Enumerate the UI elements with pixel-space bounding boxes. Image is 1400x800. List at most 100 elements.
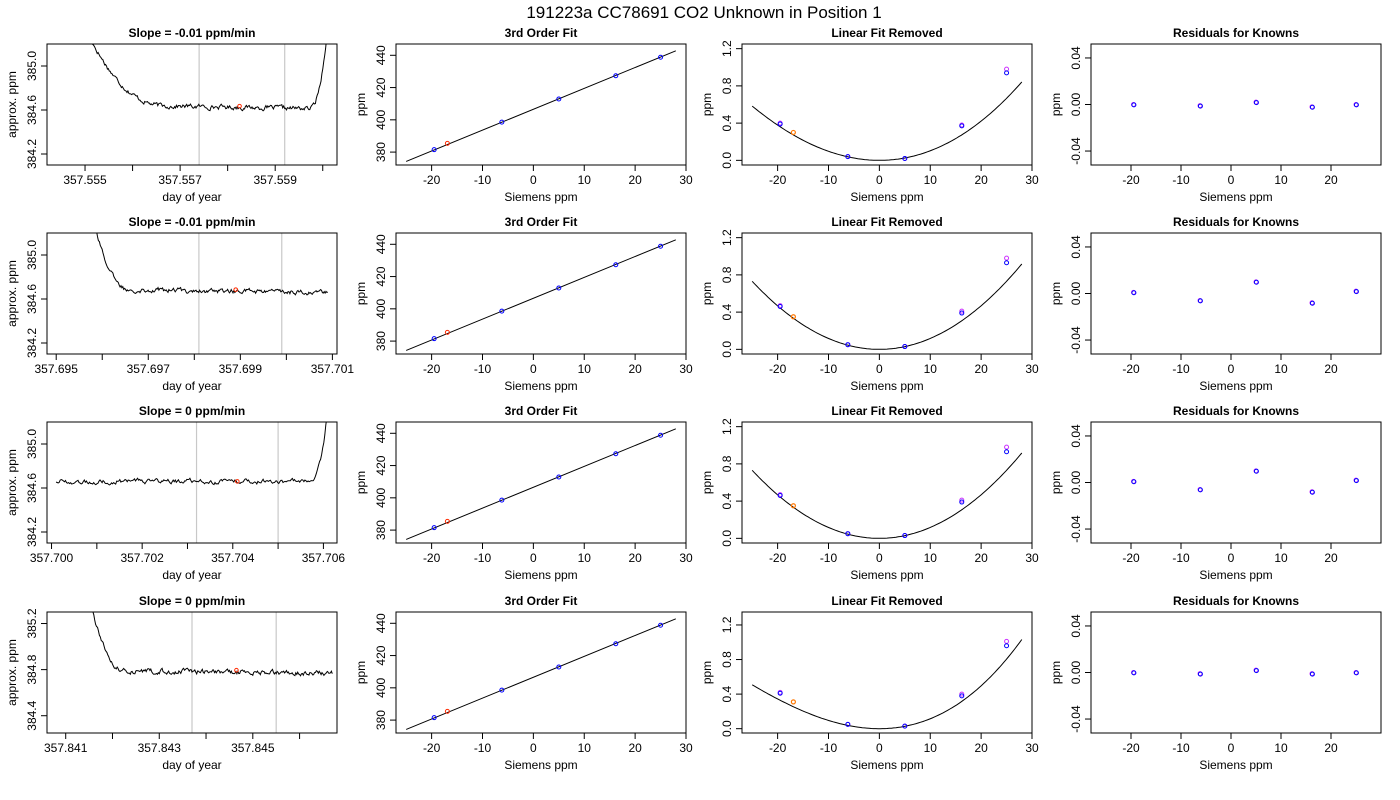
x-tick-label: 10 xyxy=(924,173,938,187)
known-point xyxy=(431,715,437,721)
x-tick-label: 10 xyxy=(578,551,592,565)
panel-resid-row2: Residuals for Knowns -20 -10 0 10 20 -0.04 0.00… xyxy=(1049,215,1382,393)
x-tick-label: -20 xyxy=(423,362,441,376)
panel-title: Residuals for Knowns xyxy=(1173,404,1299,418)
y-tick-label: 1.2 xyxy=(720,40,734,57)
known-point xyxy=(845,721,851,727)
x-axis-label: Siemens ppm xyxy=(1199,190,1272,204)
known-point xyxy=(613,641,619,647)
y-tick-label: 420 xyxy=(374,455,388,475)
x-tick-label: 20 xyxy=(974,741,988,755)
unknown-point xyxy=(790,699,796,705)
y-axis-label: ppm xyxy=(1049,282,1063,305)
known-point xyxy=(902,723,908,729)
known-point xyxy=(499,119,505,125)
x-axis-label: Siemens ppm xyxy=(850,379,923,393)
known-point xyxy=(777,690,783,696)
x-tick-label: 0 xyxy=(530,362,537,376)
x-tick-label: -20 xyxy=(1122,551,1140,565)
x-tick-label: 20 xyxy=(628,551,642,565)
plot-frame xyxy=(1090,232,1382,355)
panel-grid: Slope = -0.01 ppm/min 357.555 357.557 357.5… xyxy=(5,26,1382,772)
fit-point xyxy=(1004,444,1010,450)
x-tick-label: -20 xyxy=(769,362,787,376)
plot-frame xyxy=(395,421,687,544)
panel-trace-row1: Slope = -0.01 ppm/min 357.555 357.557 357.5… xyxy=(5,26,338,204)
x-axis-label: Siemens ppm xyxy=(850,758,923,772)
x-axis-label: Siemens ppm xyxy=(1199,758,1272,772)
panel-trace-row2: Slope = -0.01 ppm/min 357.695 357.697 357.6… xyxy=(5,215,354,393)
x-tick-label: 20 xyxy=(1324,362,1338,376)
x-tick-label: 10 xyxy=(578,362,592,376)
x-tick-label: -10 xyxy=(820,173,838,187)
y-tick-label: 380 xyxy=(374,710,388,730)
y-tick-label: 385.0 xyxy=(25,429,39,459)
y-tick-label: 0.04 xyxy=(1069,46,1083,70)
y-axis-label: ppm xyxy=(354,471,368,494)
y-tick-label: 440 xyxy=(374,423,388,443)
y-tick-label: 0.8 xyxy=(720,455,734,472)
known-point xyxy=(1353,478,1359,484)
trace-line xyxy=(92,612,333,677)
y-tick-label: 400 xyxy=(374,487,388,507)
x-tick-label: -10 xyxy=(474,362,492,376)
known-point xyxy=(1253,279,1259,285)
x-tick-label: 357.706 xyxy=(302,551,346,565)
known-point xyxy=(1309,671,1315,677)
known-point xyxy=(1131,479,1137,485)
x-axis-label: Siemens ppm xyxy=(850,568,923,582)
x-tick-label: 30 xyxy=(1025,173,1039,187)
known-point xyxy=(658,432,664,438)
unknown-point xyxy=(444,708,450,714)
known-point xyxy=(1353,289,1359,295)
y-tick-label: -0.04 xyxy=(1069,705,1083,733)
y-axis-label: ppm xyxy=(1049,93,1063,116)
x-tick-label: -20 xyxy=(423,741,441,755)
x-tick-label: 0 xyxy=(1228,551,1235,565)
x-tick-label: 357.843 xyxy=(138,741,182,755)
y-tick-label: -0.04 xyxy=(1069,137,1083,165)
panel-fit-row4: 3rd Order Fit -20 -10 0 10 20 30 380 400 420 440 Si… xyxy=(354,594,693,772)
panel-fit-row2: 3rd Order Fit -20 -10 0 10 20 30 380 400 420 440 Si… xyxy=(354,215,693,393)
panel-title: 3rd Order Fit xyxy=(505,26,578,40)
x-tick-label: 0 xyxy=(530,173,537,187)
y-axis-label: approx. ppm xyxy=(5,449,19,516)
y-axis-label: ppm xyxy=(700,661,714,684)
plot-area xyxy=(1131,279,1359,306)
plot-area xyxy=(405,428,677,540)
x-tick-label: -20 xyxy=(423,173,441,187)
panel-title: 3rd Order Fit xyxy=(505,594,578,608)
y-tick-label: 400 xyxy=(374,298,388,318)
trace-line xyxy=(96,233,328,296)
x-axis-label: day of year xyxy=(162,190,221,204)
plot-frame xyxy=(1090,421,1382,544)
fit-point xyxy=(959,497,965,503)
fit-point xyxy=(1004,638,1010,644)
panel-linear-row1: Linear Fit Removed -20 -10 0 10 20 30 0.0 0.4 0.8… xyxy=(700,26,1039,204)
known-point xyxy=(959,499,965,505)
x-tick-label: 20 xyxy=(974,173,988,187)
fit-curve xyxy=(751,81,1023,161)
x-axis-label: Siemens ppm xyxy=(1199,568,1272,582)
plot-area xyxy=(405,239,677,351)
unknown-point xyxy=(790,129,796,136)
known-point xyxy=(1004,449,1010,455)
panel-title: Residuals for Knowns xyxy=(1173,26,1299,40)
panel-linear-row2: Linear Fit Removed -20 -10 0 10 20 30 0.0 0.4 0.8… xyxy=(700,215,1039,393)
y-tick-label: 440 xyxy=(374,613,388,633)
known-point xyxy=(613,451,619,457)
known-point xyxy=(1309,104,1315,110)
known-point xyxy=(1253,100,1259,106)
y-tick-label: 0.04 xyxy=(1069,235,1083,259)
x-axis-label: Siemens ppm xyxy=(1199,379,1272,393)
x-tick-label: 20 xyxy=(628,741,642,755)
y-tick-label: 0.0 xyxy=(720,341,734,358)
fit-line xyxy=(405,239,677,351)
y-tick-label: 420 xyxy=(374,645,388,665)
x-tick-label: 0 xyxy=(876,551,883,565)
plot-frame xyxy=(395,232,687,355)
x-tick-label: -10 xyxy=(1172,173,1190,187)
known-point xyxy=(902,533,908,539)
trace-line xyxy=(55,422,327,486)
known-point xyxy=(1131,102,1137,108)
